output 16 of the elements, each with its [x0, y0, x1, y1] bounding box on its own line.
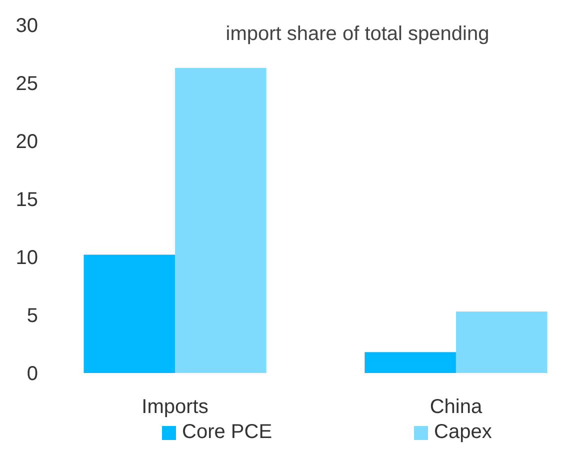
- x-tick-label: Imports: [142, 396, 208, 418]
- x-tick-label: China: [430, 396, 483, 418]
- bar: [175, 68, 266, 373]
- legend-label: Core PCE: [182, 421, 272, 443]
- y-tick-label: 0: [26, 363, 38, 385]
- y-tick-label: 25: [16, 73, 38, 95]
- y-tick-label: 30: [16, 15, 38, 37]
- y-tick-label: 5: [26, 305, 38, 327]
- y-tick-label: 15: [16, 189, 38, 211]
- bar: [364, 352, 456, 373]
- legend-label: Capex: [434, 421, 492, 443]
- y-tick-label: 20: [16, 131, 38, 153]
- y-tick-label: 10: [16, 247, 38, 269]
- bar: [84, 254, 176, 373]
- chart-title: import share of total spending: [226, 23, 490, 45]
- bar: [456, 312, 548, 373]
